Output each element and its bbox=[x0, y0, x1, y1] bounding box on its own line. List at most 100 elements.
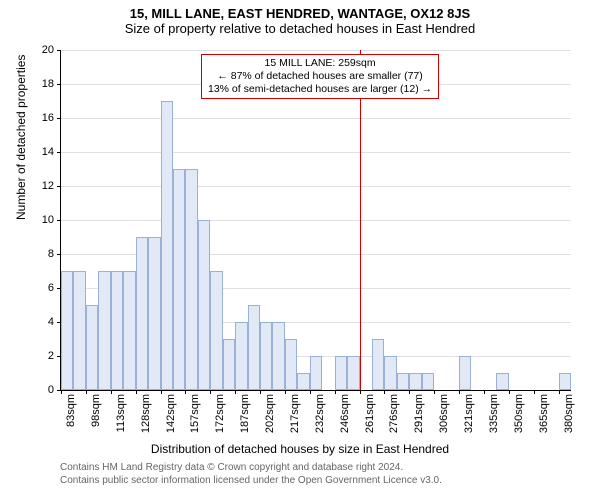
xtick-label: 380sqm bbox=[563, 394, 575, 433]
xtick-mark bbox=[384, 390, 385, 394]
histogram-bar bbox=[260, 322, 272, 390]
xtick-label: 306sqm bbox=[438, 394, 450, 433]
ytick-mark bbox=[57, 50, 61, 51]
gridline bbox=[61, 118, 571, 119]
histogram-bar bbox=[161, 101, 173, 390]
xtick-mark bbox=[260, 390, 261, 394]
xtick-mark bbox=[509, 390, 510, 394]
histogram-bar bbox=[223, 339, 235, 390]
xtick-mark bbox=[61, 390, 62, 394]
xtick-label: 350sqm bbox=[513, 394, 525, 433]
ytick-label: 2 bbox=[24, 350, 54, 362]
ytick-label: 20 bbox=[24, 44, 54, 56]
xtick-label: 202sqm bbox=[264, 394, 276, 433]
xtick-mark bbox=[161, 390, 162, 394]
histogram-bar bbox=[86, 305, 98, 390]
x-axis-label: Distribution of detached houses by size … bbox=[0, 442, 600, 456]
gridline bbox=[61, 186, 571, 187]
annotation-box: 15 MILL LANE: 259sqm← 87% of detached ho… bbox=[201, 54, 439, 99]
histogram-bar bbox=[459, 356, 471, 390]
xtick-mark bbox=[559, 390, 560, 394]
ytick-label: 6 bbox=[24, 282, 54, 294]
histogram-bar bbox=[198, 220, 210, 390]
ytick-label: 4 bbox=[24, 316, 54, 328]
xtick-label: 365sqm bbox=[538, 394, 550, 433]
histogram-bar bbox=[297, 373, 309, 390]
xtick-label: 172sqm bbox=[214, 394, 226, 433]
histogram-bar bbox=[397, 373, 409, 390]
gridline bbox=[61, 220, 571, 221]
xtick-label: 321sqm bbox=[463, 394, 475, 433]
xtick-label: 98sqm bbox=[90, 394, 102, 427]
ytick-label: 12 bbox=[24, 180, 54, 192]
ytick-mark bbox=[57, 220, 61, 221]
histogram-bar bbox=[384, 356, 396, 390]
xtick-label: 113sqm bbox=[115, 394, 127, 432]
title-subtitle: Size of property relative to detached ho… bbox=[0, 21, 600, 36]
xtick-mark bbox=[136, 390, 137, 394]
histogram-bar bbox=[136, 237, 148, 390]
ytick-label: 8 bbox=[24, 248, 54, 260]
annotation-line: 15 MILL LANE: 259sqm bbox=[208, 57, 432, 70]
histogram-bar bbox=[335, 356, 347, 390]
xtick-label: 335sqm bbox=[488, 394, 500, 433]
plot-region: 83sqm98sqm113sqm128sqm142sqm157sqm172sqm… bbox=[60, 50, 571, 391]
histogram-bar bbox=[173, 169, 185, 390]
ytick-mark bbox=[57, 254, 61, 255]
histogram-bar bbox=[409, 373, 421, 390]
xtick-mark bbox=[235, 390, 236, 394]
footer-attribution: Contains HM Land Registry data © Crown c… bbox=[60, 462, 442, 487]
xtick-mark bbox=[210, 390, 211, 394]
xtick-mark bbox=[409, 390, 410, 394]
ytick-label: 14 bbox=[24, 146, 54, 158]
xtick-label: 187sqm bbox=[239, 394, 251, 433]
xtick-label: 261sqm bbox=[364, 394, 376, 433]
histogram-bar bbox=[210, 271, 222, 390]
histogram-bar bbox=[73, 271, 85, 390]
ytick-mark bbox=[57, 84, 61, 85]
histogram-bar bbox=[559, 373, 571, 390]
ytick-label: 0 bbox=[24, 384, 54, 396]
histogram-bar bbox=[123, 271, 135, 390]
xtick-label: 142sqm bbox=[165, 394, 177, 433]
histogram-bar bbox=[496, 373, 508, 390]
xtick-label: 276sqm bbox=[388, 394, 400, 433]
ytick-label: 10 bbox=[24, 214, 54, 226]
xtick-label: 217sqm bbox=[289, 394, 301, 433]
xtick-mark bbox=[434, 390, 435, 394]
footer-line2: Contains public sector information licen… bbox=[60, 475, 442, 488]
histogram-bar bbox=[111, 271, 123, 390]
annotation-line: ← 87% of detached houses are smaller (77… bbox=[208, 70, 432, 83]
histogram-bar bbox=[310, 356, 322, 390]
histogram-bar bbox=[148, 237, 160, 390]
gridline bbox=[61, 50, 571, 51]
reference-line bbox=[360, 50, 361, 390]
histogram-bar bbox=[422, 373, 434, 390]
ytick-mark bbox=[57, 186, 61, 187]
footer-line1: Contains HM Land Registry data © Crown c… bbox=[60, 462, 442, 475]
xtick-mark bbox=[459, 390, 460, 394]
histogram-bar bbox=[272, 322, 284, 390]
title-block: 15, MILL LANE, EAST HENDRED, WANTAGE, OX… bbox=[0, 0, 600, 36]
xtick-mark bbox=[310, 390, 311, 394]
xtick-mark bbox=[185, 390, 186, 394]
histogram-bar bbox=[285, 339, 297, 390]
annotation-line: 13% of semi-detached houses are larger (… bbox=[208, 83, 432, 96]
title-address: 15, MILL LANE, EAST HENDRED, WANTAGE, OX… bbox=[0, 6, 600, 21]
histogram-bar bbox=[98, 271, 110, 390]
histogram-bar bbox=[248, 305, 260, 390]
xtick-mark bbox=[360, 390, 361, 394]
ytick-mark bbox=[57, 118, 61, 119]
gridline bbox=[61, 152, 571, 153]
histogram-bar bbox=[347, 356, 359, 390]
chart-area: 83sqm98sqm113sqm128sqm142sqm157sqm172sqm… bbox=[60, 50, 570, 390]
xtick-mark bbox=[86, 390, 87, 394]
xtick-label: 232sqm bbox=[314, 394, 326, 433]
xtick-mark bbox=[335, 390, 336, 394]
xtick-label: 291sqm bbox=[413, 394, 425, 433]
ytick-label: 18 bbox=[24, 78, 54, 90]
xtick-label: 128sqm bbox=[140, 394, 152, 433]
xtick-label: 246sqm bbox=[339, 394, 351, 433]
xtick-mark bbox=[534, 390, 535, 394]
histogram-bar bbox=[235, 322, 247, 390]
